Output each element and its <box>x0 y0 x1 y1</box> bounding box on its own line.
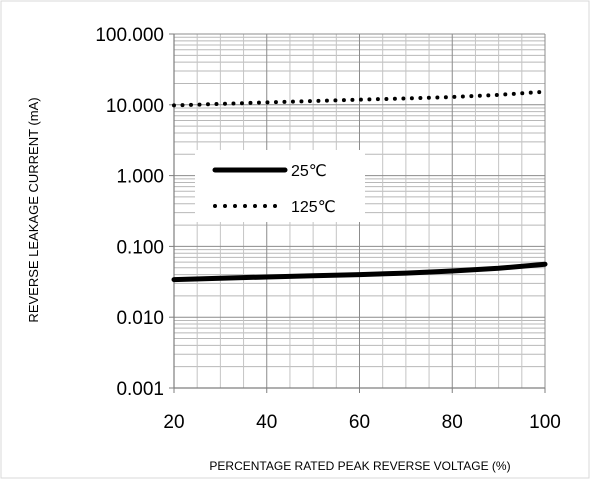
y-tick-label: 1.000 <box>116 167 164 188</box>
legend-label-1: 125℃ <box>291 199 336 216</box>
x-tick-label: 100 <box>529 412 561 433</box>
legend: 25℃ 125℃ <box>195 150 365 222</box>
axes <box>169 33 546 393</box>
y-tick-label: 100.000 <box>95 25 164 46</box>
y-tick-label: 0.001 <box>116 379 164 400</box>
tick-labels: 0.001 0.010 0.100 1.000 10.000 100.000 20 40 60 8… <box>95 25 561 433</box>
legend-box <box>195 150 365 222</box>
y-axis-label: REVERSE LEAKAGE CURRENT (mA) <box>26 97 41 322</box>
y-tick-label: 10.000 <box>106 96 164 117</box>
y-tick-label: 0.010 <box>116 308 164 329</box>
x-tick-label: 20 <box>163 412 184 433</box>
series-line-0 <box>171 261 548 283</box>
x-tick-label: 80 <box>442 412 463 433</box>
y-tick-label: 0.100 <box>116 237 164 258</box>
series-layer <box>171 89 548 283</box>
legend-label-0: 25℃ <box>291 163 327 180</box>
x-axis-label: PERCENTAGE RATED PEAK REVERSE VOLTAGE (%… <box>209 459 510 473</box>
series-line-1 <box>172 89 547 108</box>
x-tick-label: 60 <box>349 412 370 433</box>
x-tick-label: 40 <box>256 412 277 433</box>
